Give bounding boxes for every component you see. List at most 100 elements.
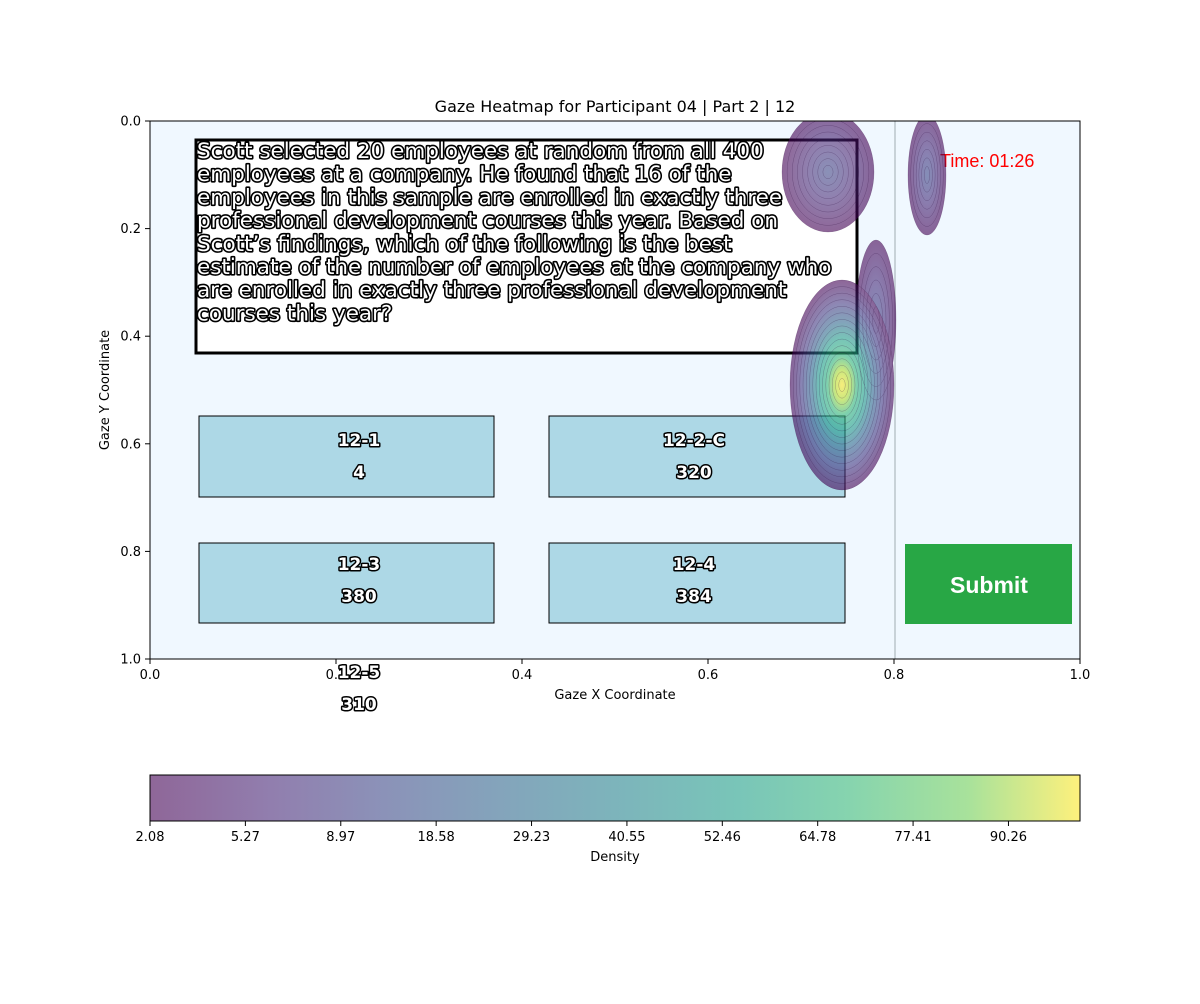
option-value: 320	[676, 463, 712, 483]
y-tick-label: 0.6	[120, 437, 141, 452]
colorbar-ticks: 2.08 5.27 8.97 18.58 29.23 40.55 52.46 64.78 77.…	[136, 821, 1027, 845]
density-contour	[781, 121, 875, 233]
y-axis-ticks: 0.0 0.2 0.4 0.6 0.8 1.0	[120, 115, 150, 668]
x-tick-label: 0.0	[140, 668, 161, 683]
option-id: 12-1	[338, 431, 381, 451]
density-contour	[913, 131, 941, 219]
option-12-3[interactable]: 12-3 380	[198, 542, 495, 624]
density-overlay	[782, 121, 946, 490]
y-tick-label: 0.2	[120, 222, 141, 237]
option-box[interactable]	[198, 542, 495, 624]
density-contour	[789, 279, 895, 491]
colorbar-frame	[149, 774, 1081, 822]
density-contour	[855, 239, 897, 401]
question-line: employees in this sample are enrolled in…	[197, 185, 782, 210]
option-id: 12-4	[673, 555, 716, 575]
density-contour	[806, 312, 878, 458]
x-axis-label: Gaze X Coordinate	[554, 688, 675, 703]
density-contour	[838, 378, 846, 392]
density-contour	[915, 140, 939, 210]
option-12-1[interactable]: 12-1 4	[198, 415, 495, 498]
timer-text: Time: 01:26	[940, 151, 1034, 171]
density-contour	[872, 306, 880, 334]
colorbar-label: Density	[590, 850, 640, 865]
option-12-4[interactable]: 12-4 384	[548, 542, 846, 624]
density-contour	[799, 299, 885, 471]
x-tick-label: 0.6	[698, 668, 719, 683]
density-contour	[832, 365, 852, 405]
density-contour	[835, 371, 849, 399]
question-line: employees at a company. He found that 16…	[197, 162, 732, 187]
x-tick-label: 0.2	[326, 668, 347, 683]
density-contour	[862, 266, 890, 374]
density-contour	[797, 131, 859, 213]
y-tick-label: 1.0	[120, 653, 141, 668]
density-contour	[822, 165, 834, 179]
density-contour	[791, 125, 865, 219]
question-line: courses this year?	[197, 301, 392, 326]
option-id: 12-2-C	[663, 431, 725, 451]
density-contour	[859, 253, 893, 387]
density-contour	[921, 157, 933, 193]
question-line: Scott’s findings, which of the following…	[197, 232, 732, 257]
option-box[interactable]	[198, 415, 495, 498]
question-line: estimate of the number of employees at t…	[197, 255, 831, 280]
x-tick-label: 0.8	[884, 668, 905, 683]
x-tick-label: 0.4	[512, 668, 533, 683]
colorbar-tick-label: 5.27	[231, 830, 260, 845]
density-contour	[924, 166, 930, 184]
question-line: professional development courses this ye…	[197, 209, 778, 234]
colorbar-tick-label: 8.97	[326, 830, 355, 845]
density-contour	[807, 145, 849, 199]
density-contour	[812, 325, 872, 445]
density-contour	[910, 123, 944, 227]
question-text: Scott selected 20 employees at random fr…	[195, 137, 833, 328]
submit-button-bg[interactable]	[905, 544, 1072, 624]
option-value: 384	[676, 587, 712, 607]
density-contour	[802, 306, 882, 464]
option-value: 380	[341, 587, 377, 607]
option-value: 4	[353, 463, 365, 483]
density-contour	[809, 319, 875, 451]
density-contour	[819, 338, 865, 432]
question-box	[194, 138, 859, 355]
question-line: Scott selected 20 employees at random fr…	[197, 139, 764, 164]
density-contour	[796, 292, 888, 478]
density-contour	[825, 351, 859, 419]
y-tick-label: 0.4	[120, 330, 141, 345]
density-contour	[786, 121, 870, 226]
option-box[interactable]	[548, 542, 846, 624]
density-contour	[817, 158, 839, 186]
option-12-5-value[interactable]: 310	[340, 694, 379, 717]
colorbar-tick-label: 29.23	[513, 830, 550, 845]
submit-label: Submit	[950, 572, 1028, 598]
density-contour	[907, 121, 947, 236]
x-tick-label: 1.0	[1070, 668, 1091, 683]
density-contour	[865, 279, 887, 361]
density-contour	[802, 138, 854, 206]
option-12-5-id[interactable]: 12-5	[336, 662, 382, 685]
y-axis-label: Gaze Y Coordinate	[98, 330, 113, 450]
colorbar-tick-label: 90.26	[990, 830, 1027, 845]
y-tick-label: 0.0	[120, 115, 141, 130]
colorbar-tick-label: 2.08	[136, 830, 165, 845]
chart-title: Gaze Heatmap for Participant 04 | Part 2…	[435, 97, 796, 116]
density-blob-main	[790, 280, 894, 490]
density-contours	[781, 121, 947, 491]
colorbar-tick-label: 18.58	[418, 830, 455, 845]
colorbar-tick-label: 77.41	[894, 830, 931, 845]
y-tick-label: 0.8	[120, 545, 141, 560]
x-axis-ticks: 0.0 0.2 0.4 0.6 0.8 1.0	[140, 659, 1091, 683]
submit-button[interactable]: Submit	[905, 544, 1072, 624]
density-blob-right-top	[908, 121, 946, 235]
option-id: 12-3	[338, 555, 381, 575]
density-blob-top	[782, 121, 874, 232]
colorbar-tick-label: 40.55	[608, 830, 645, 845]
density-contour	[812, 151, 844, 193]
density-contour	[828, 358, 856, 412]
density-contour	[918, 149, 936, 201]
colorbar-tick-label: 64.78	[799, 830, 836, 845]
colorbar-tick-label: 52.46	[704, 830, 741, 845]
density-contour	[793, 286, 891, 484]
